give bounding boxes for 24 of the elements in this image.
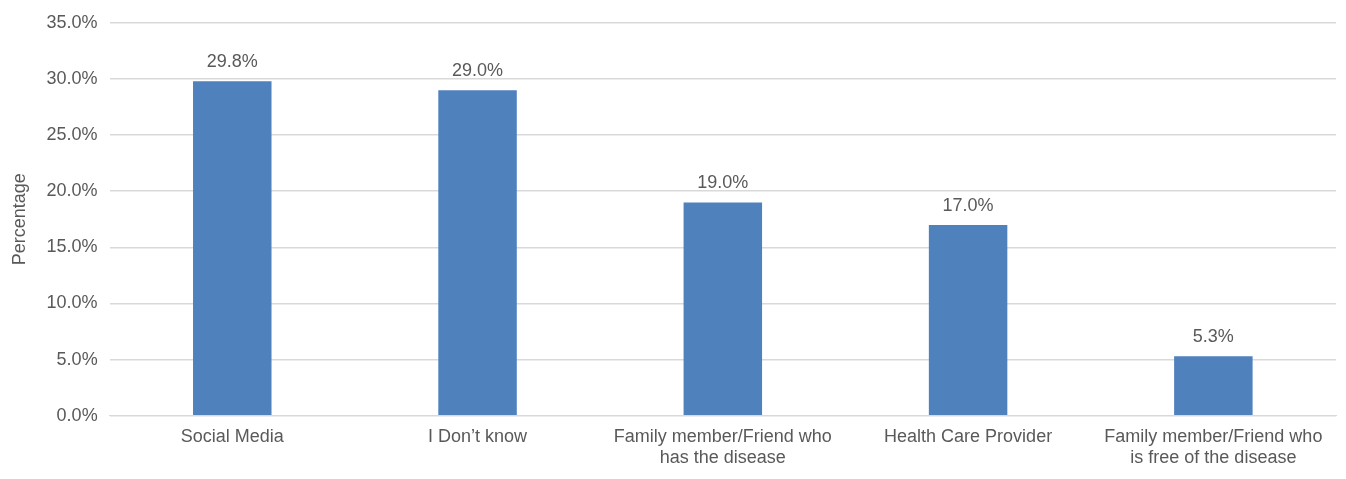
- y-tick-label: 30.0%: [46, 67, 98, 88]
- y-tick-label: 0.0%: [56, 404, 98, 425]
- y-tick-label: 15.0%: [46, 236, 98, 257]
- y-tick-label: 35.0%: [46, 11, 98, 32]
- data-label: 17.0%: [942, 194, 994, 215]
- x-tick-label: Family member/Friend who is free of the disease: [1104, 425, 1323, 468]
- bar: [193, 81, 272, 416]
- y-tick-label: 10.0%: [46, 292, 98, 313]
- y-tick-label: 25.0%: [46, 124, 98, 145]
- bar: [1174, 356, 1253, 416]
- x-tick-label: Family member/Friend who has the disease: [613, 425, 832, 468]
- y-tick-label: 5.0%: [56, 348, 98, 369]
- y-tick-label: 20.0%: [46, 180, 98, 201]
- bar: [928, 224, 1008, 416]
- x-tick-label: I Don’t know: [428, 425, 529, 446]
- y-axis-title: Percentage: [8, 173, 29, 266]
- data-label: 29.8%: [206, 51, 258, 72]
- data-label: 29.0%: [452, 60, 504, 81]
- x-tick-label: Social Media: [180, 425, 285, 446]
- bar: [438, 90, 517, 416]
- bar: [683, 202, 763, 416]
- x-tick-label: Health Care Provider: [884, 425, 1053, 446]
- data-label: 19.0%: [697, 172, 749, 193]
- data-label: 5.3%: [1192, 326, 1234, 347]
